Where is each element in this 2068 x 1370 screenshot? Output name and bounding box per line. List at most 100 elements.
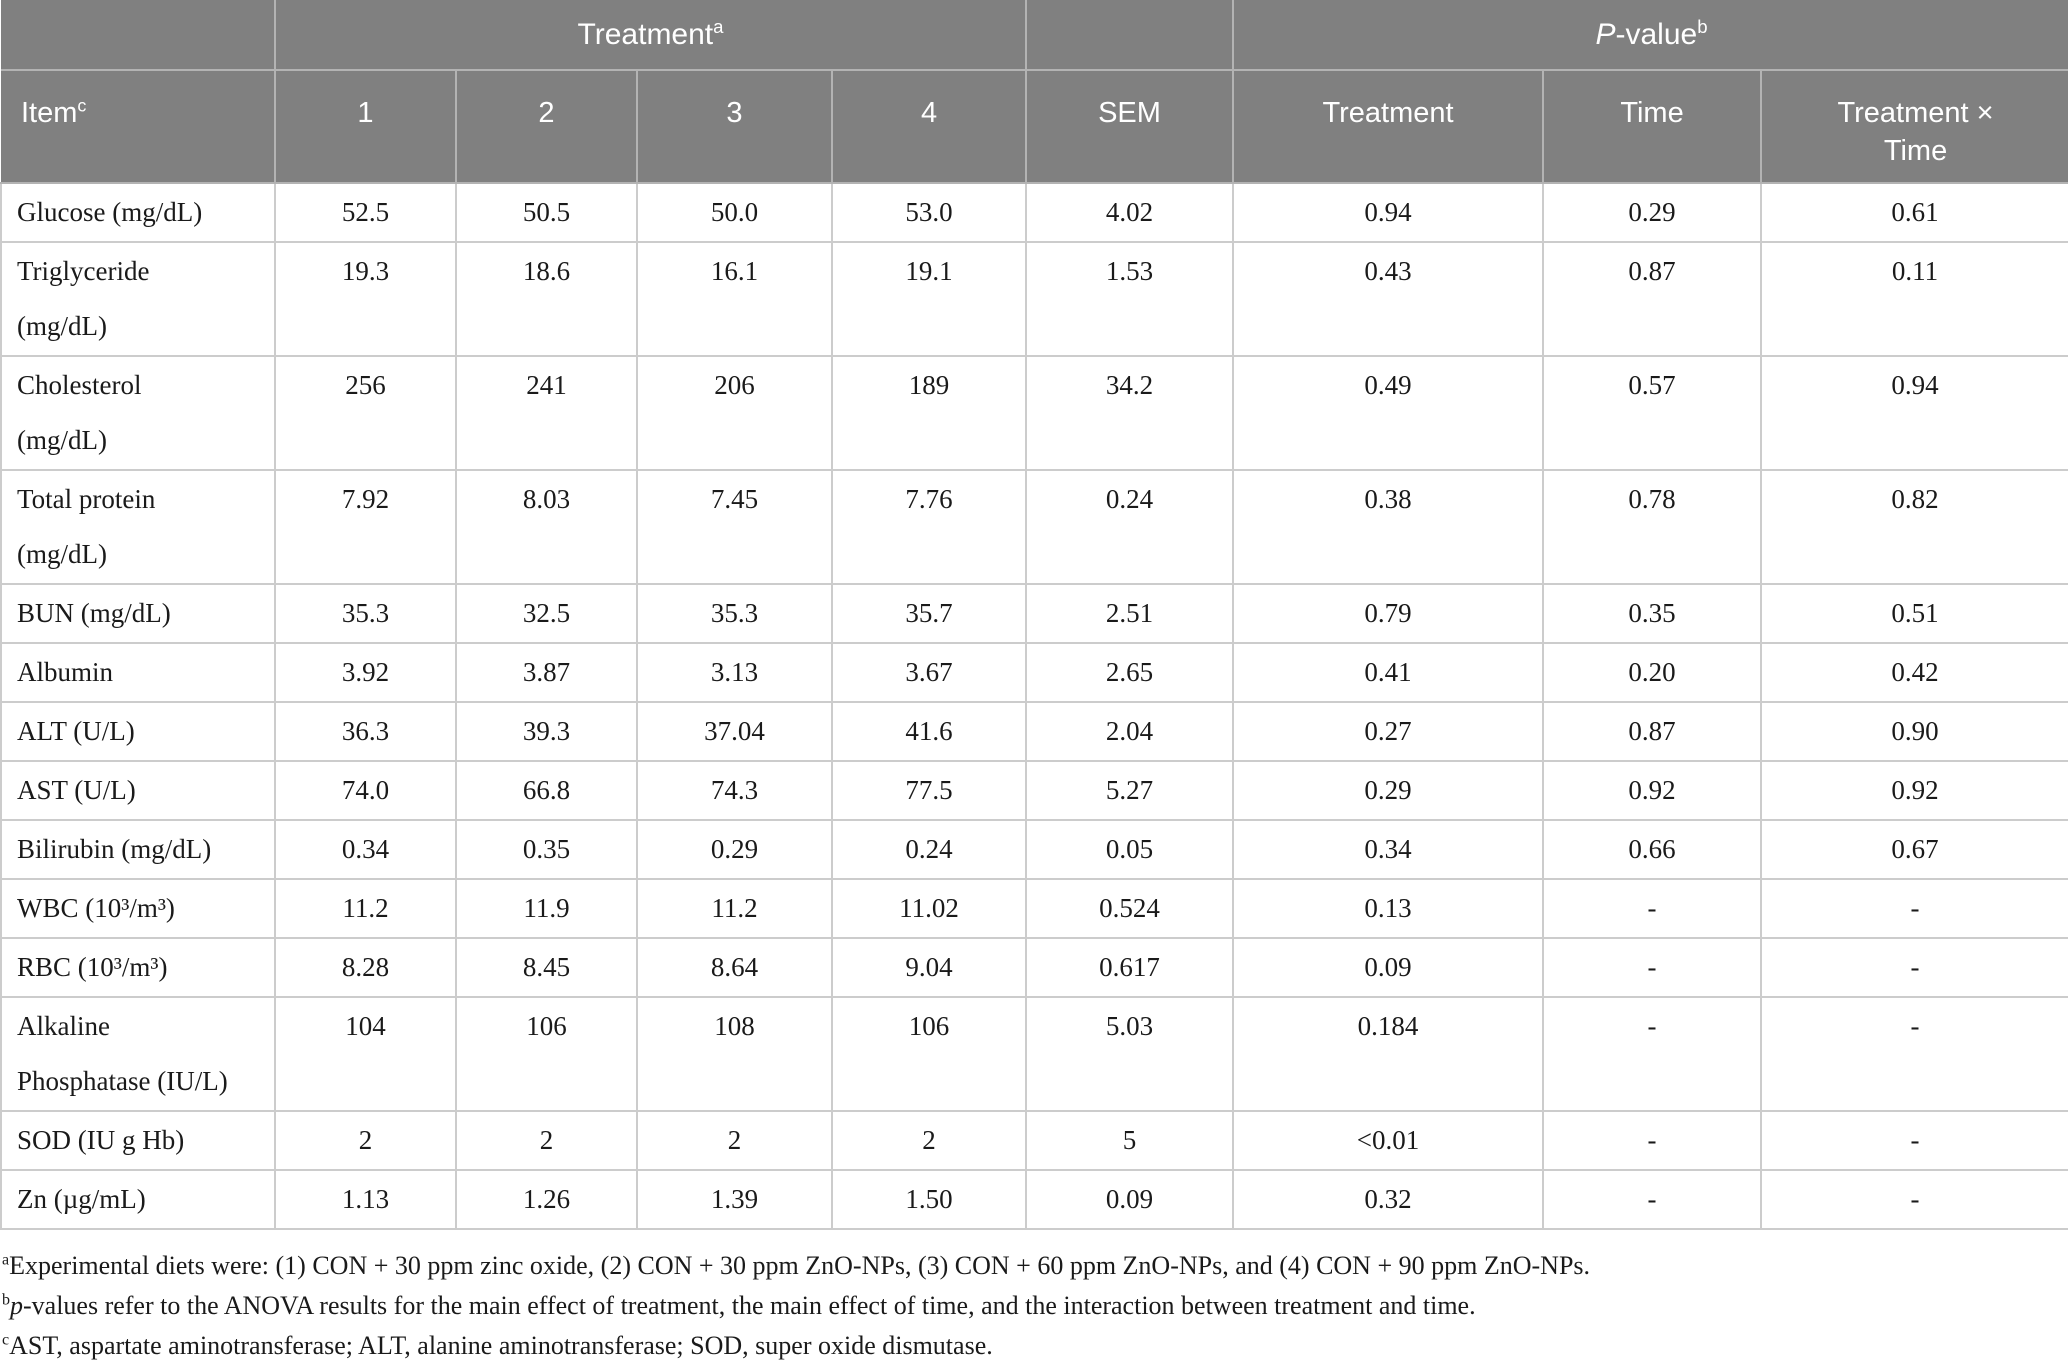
- footnote-italic-lead: p: [10, 1291, 23, 1320]
- data-cell: 241: [455, 355, 638, 471]
- data-cell: 256: [274, 355, 457, 471]
- data-cell: 39.3: [455, 701, 638, 762]
- col-header-p-treatment: Treatment: [1232, 69, 1545, 184]
- treatment-group-header: Treatmenta: [273, 0, 1028, 71]
- data-cell: 36.3: [274, 701, 457, 762]
- data-cell: 53.0: [830, 182, 1028, 243]
- data-cell: 106: [830, 996, 1028, 1112]
- pvalue-group-header: P-valueb: [1232, 0, 2068, 71]
- data-cell: 0.24: [1025, 469, 1235, 585]
- data-cell: 5.27: [1025, 760, 1235, 821]
- data-cell: 0.49: [1232, 355, 1545, 471]
- data-cell: -: [1542, 1169, 1763, 1230]
- data-cell: 2.51: [1025, 583, 1235, 644]
- table-row-alt: ALT (U/L) 36.3 39.3 37.04 41.6 2.04 0.27…: [0, 701, 2068, 762]
- data-cell: 66.8: [455, 760, 638, 821]
- data-cell: 0.51: [1760, 583, 2068, 644]
- data-cell: 7.45: [636, 469, 833, 585]
- col-header-treatment-4: 4: [830, 69, 1028, 184]
- table-body: Glucose (mg/dL) 52.5 50.5 50.0 53.0 4.02…: [0, 182, 2068, 1230]
- data-cell: 0.617: [1025, 937, 1235, 998]
- table-footnotes: aExperimental diets were: (1) CON + 30 p…: [2, 1246, 2068, 1366]
- data-cell: 35.3: [274, 583, 457, 644]
- data-cell: 0.20: [1542, 642, 1763, 703]
- col-header-sem: SEM: [1025, 69, 1235, 184]
- table-row-albumin: Albumin 3.92 3.87 3.13 3.67 2.65 0.41 0.…: [0, 642, 2068, 703]
- data-cell: -: [1542, 937, 1763, 998]
- data-cell: 0.34: [274, 819, 457, 880]
- data-cell: -: [1760, 878, 2068, 939]
- data-cell: 5: [1025, 1110, 1235, 1171]
- data-cell: 2: [830, 1110, 1028, 1171]
- footnote-marker: c: [2, 1331, 10, 1349]
- data-cell: 2: [455, 1110, 638, 1171]
- data-cell: 0.92: [1760, 760, 2068, 821]
- data-cell: 0.61: [1760, 182, 2068, 243]
- data-cell: 3.67: [830, 642, 1028, 703]
- data-cell: 0.66: [1542, 819, 1763, 880]
- data-cell: 0.29: [1232, 760, 1545, 821]
- footnote-text: AST, aspartate aminotransferase; ALT, al…: [9, 1331, 993, 1360]
- data-cell: -: [1542, 878, 1763, 939]
- data-cell: 8.45: [455, 937, 638, 998]
- data-cell: 8.64: [636, 937, 833, 998]
- data-cell: 35.7: [830, 583, 1028, 644]
- table-row-total-protein: Total protein (mg/dL) 7.92 8.03 7.45 7.7…: [0, 469, 2068, 585]
- data-cell: 16.1: [636, 241, 833, 357]
- table-row-cholesterol: Cholesterol (mg/dL) 256 241 206 189 34.2…: [0, 355, 2068, 471]
- footnote-a: aExperimental diets were: (1) CON + 30 p…: [2, 1246, 2068, 1286]
- footnote-text: Experimental diets were: (1) CON + 30 pp…: [9, 1251, 1591, 1280]
- data-cell: 8.28: [274, 937, 457, 998]
- data-cell: 41.6: [830, 701, 1028, 762]
- data-cell: 0.29: [1542, 182, 1763, 243]
- data-cell: 8.03: [455, 469, 638, 585]
- data-cell: 11.9: [455, 878, 638, 939]
- data-cell: -: [1542, 996, 1763, 1112]
- data-cell: 108: [636, 996, 833, 1112]
- table-row-rbc: RBC (10³/m³) 8.28 8.45 8.64 9.04 0.617 0…: [0, 937, 2068, 998]
- data-cell: 11.2: [274, 878, 457, 939]
- row-label: SOD (IU g Hb): [0, 1110, 276, 1171]
- footnote-text: -values refer to the ANOVA results for t…: [23, 1291, 1476, 1320]
- data-cell: 0.94: [1760, 355, 2068, 471]
- col-header-p-time: Time: [1542, 69, 1763, 184]
- data-cell: 74.0: [274, 760, 457, 821]
- data-cell: 0.24: [830, 819, 1028, 880]
- data-cell: 0.184: [1232, 996, 1545, 1112]
- data-cell: 0.82: [1760, 469, 2068, 585]
- blood-parameters-table: Treatmenta P-valueb Itemc 1 2 3 4 SEM Tr…: [0, 0, 2068, 1230]
- col-header-treatment-3: 3: [636, 69, 833, 184]
- row-label: BUN (mg/dL): [0, 583, 276, 644]
- header-italic-label: P: [1595, 17, 1616, 51]
- data-cell: 1.50: [830, 1169, 1028, 1230]
- data-cell: 0.34: [1232, 819, 1545, 880]
- data-cell: 0.32: [1232, 1169, 1545, 1230]
- table-header: Treatmenta P-valueb Itemc 1 2 3 4 SEM Tr…: [1, 0, 2068, 184]
- corner-cell: [1, 0, 276, 71]
- table-row-bilirubin: Bilirubin (mg/dL) 0.34 0.35 0.29 0.24 0.…: [0, 819, 2068, 880]
- data-cell: 0.87: [1542, 241, 1763, 357]
- data-cell: <0.01: [1232, 1110, 1545, 1171]
- data-cell: 37.04: [636, 701, 833, 762]
- data-cell: 0.13: [1232, 878, 1545, 939]
- data-cell: -: [1760, 996, 2068, 1112]
- data-cell: 2.04: [1025, 701, 1235, 762]
- data-cell: 2.65: [1025, 642, 1235, 703]
- data-cell: 0.27: [1232, 701, 1545, 762]
- footnote-marker: a: [2, 1251, 10, 1269]
- footnote-b: bp-values refer to the ANOVA results for…: [2, 1286, 2068, 1326]
- data-cell: 52.5: [274, 182, 457, 243]
- table-row-triglyceride: Triglyceride (mg/dL) 19.3 18.6 16.1 19.1…: [0, 241, 2068, 357]
- data-cell: 0.29: [636, 819, 833, 880]
- footnote-marker: b: [2, 1291, 10, 1309]
- col-header-p-interaction: Treatment × Time: [1760, 69, 2068, 184]
- data-cell: -: [1760, 1169, 2068, 1230]
- data-cell: -: [1760, 937, 2068, 998]
- row-label: Total protein (mg/dL): [0, 469, 276, 585]
- data-cell: 0.90: [1760, 701, 2068, 762]
- data-cell: 0.05: [1025, 819, 1235, 880]
- table-row-alkaline-phosphatase: Alkaline Phosphatase (IU/L) 104 106 108 …: [0, 996, 2068, 1112]
- data-cell: 77.5: [830, 760, 1028, 821]
- data-cell: 0.35: [455, 819, 638, 880]
- data-cell: 3.13: [636, 642, 833, 703]
